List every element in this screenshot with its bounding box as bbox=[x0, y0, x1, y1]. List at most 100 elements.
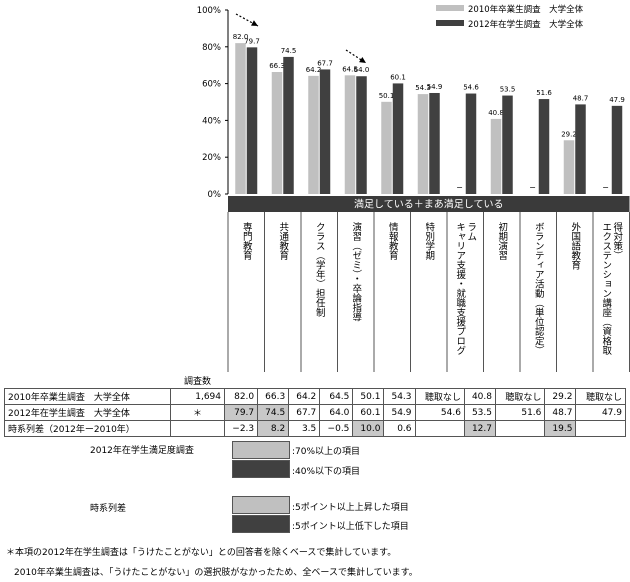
table-cell: 47.9 bbox=[575, 404, 626, 421]
table-cell: 51.6 bbox=[494, 404, 546, 421]
data-label: 64.2 bbox=[306, 66, 322, 74]
swatch-40-below bbox=[232, 460, 290, 478]
bar-2012 bbox=[429, 92, 440, 194]
data-label: 47.9 bbox=[609, 96, 625, 104]
legend-label: 2010年卒業生調査 大学全体 bbox=[468, 4, 584, 15]
category-label: 専門教育 bbox=[241, 221, 253, 261]
data-label: 60.1 bbox=[390, 73, 406, 81]
table-cell: 聴取なし bbox=[414, 388, 465, 405]
trend-arrow-head bbox=[251, 20, 258, 26]
y-tick-label: 20% bbox=[202, 153, 221, 163]
category-label: 初期演習 bbox=[496, 221, 508, 261]
data-label: 82.0 bbox=[233, 33, 249, 41]
bar-2012 bbox=[502, 95, 513, 194]
table-cell: 67.7 bbox=[288, 404, 321, 421]
table-cell: 48.7 bbox=[544, 404, 577, 421]
missing-mark: − bbox=[529, 183, 536, 192]
header-spacer bbox=[496, 373, 545, 389]
trend-arrow-head bbox=[359, 57, 366, 63]
category-label: 情報教育 bbox=[387, 221, 399, 261]
category-label: エクステンション講座（資格取 bbox=[600, 222, 612, 356]
legend-rise-5: :5ポイント以上上昇した項目 bbox=[292, 503, 409, 513]
bar-2012 bbox=[356, 76, 367, 194]
y-tick-label: 80% bbox=[202, 43, 221, 53]
legend-fall-5: :5ポイント以上低下した項目 bbox=[292, 522, 409, 532]
bar-2010 bbox=[381, 101, 392, 194]
bar-2010 bbox=[563, 140, 575, 194]
row-label: 2012年在学生調査 大学全体 bbox=[4, 404, 171, 421]
header-spacer bbox=[384, 373, 415, 389]
table-cell: 8.2 bbox=[257, 420, 290, 437]
y-tick-label: 40% bbox=[202, 116, 221, 126]
data-label: 53.5 bbox=[500, 86, 516, 94]
missing-mark: − bbox=[602, 183, 609, 192]
row-label: 2010年卒業生調査 大学全体 bbox=[4, 388, 171, 405]
bar-2012 bbox=[392, 83, 404, 194]
legend-label: 2012年在学生調査 大学全体 bbox=[468, 19, 584, 30]
y-tick-label: 60% bbox=[202, 80, 221, 90]
bar-2012 bbox=[611, 105, 623, 194]
y-tick-label: 100% bbox=[197, 6, 221, 16]
category-label: 外国語教育 bbox=[569, 221, 581, 270]
table-cell: 19.5 bbox=[544, 420, 577, 437]
data-label: 66.3 bbox=[269, 62, 285, 70]
table-cell: 60.1 bbox=[352, 404, 385, 421]
data-table: 調査数 2010年卒業生調査 大学全体 1,694 82.0 66.3 64.2 64.5 5… bbox=[4, 373, 626, 437]
legend-70-above: :70%以上の項目 bbox=[292, 447, 361, 457]
data-label: 40.8 bbox=[488, 109, 504, 117]
bar-2010 bbox=[344, 75, 356, 194]
header-spacer bbox=[258, 373, 289, 389]
data-label: 54.3 bbox=[415, 84, 431, 92]
table-cell: 3.5 bbox=[288, 420, 321, 437]
header-spacer bbox=[576, 373, 626, 389]
bar-2010 bbox=[235, 43, 246, 195]
bar-2012 bbox=[538, 99, 550, 194]
category-label: ボランティア活動（単位認定） bbox=[533, 222, 545, 355]
bar-2012 bbox=[283, 56, 294, 194]
table-cell: 12.7 bbox=[463, 420, 497, 437]
bar-2010 bbox=[271, 72, 283, 194]
category-label: 特別学期 bbox=[423, 221, 435, 261]
band-label: 満足している＋まあ満足している bbox=[354, 199, 503, 211]
category-label: ラム bbox=[465, 222, 477, 241]
table-cell: 0.6 bbox=[383, 420, 416, 437]
row-count: ＊ bbox=[170, 404, 225, 421]
table-cell: 10.0 bbox=[352, 420, 385, 437]
footnote-1: ＊本項の2012年在学生調査は「うけたことがない」との回答者を除くベースで集計し… bbox=[6, 548, 397, 558]
data-label: 79.7 bbox=[244, 37, 260, 45]
swatch-rise-5 bbox=[232, 496, 290, 514]
data-label: 54.6 bbox=[463, 84, 479, 92]
table-cell: 82.0 bbox=[223, 388, 259, 405]
header-spacer bbox=[464, 373, 495, 389]
header-spacer bbox=[225, 373, 258, 389]
table-row: 2012年在学生調査 大学全体＊ 79.7 74.5 67.7 64.0 60.1 54.9… bbox=[4, 404, 626, 421]
table-cell: −0.5 bbox=[319, 420, 354, 437]
header-spacer bbox=[320, 373, 353, 389]
data-label: 51.6 bbox=[536, 89, 552, 97]
data-label: 64.5 bbox=[342, 65, 358, 73]
table-cell: 54.9 bbox=[383, 404, 416, 421]
table-row: 時系列差（2012年ー2010年） −2.3 8.2 3.5 −0.5 10.0 0.6 12… bbox=[4, 420, 626, 437]
data-label: 48.7 bbox=[573, 94, 589, 102]
bar-2010 bbox=[417, 94, 429, 194]
missing-mark: − bbox=[456, 183, 463, 192]
table-cell bbox=[575, 420, 626, 437]
data-label: 50.1 bbox=[379, 92, 395, 100]
bar-2012 bbox=[575, 104, 586, 194]
row-count bbox=[170, 420, 225, 437]
table-cell: 74.5 bbox=[257, 404, 290, 421]
swatch-70-above bbox=[232, 441, 290, 459]
row-count: 1,694 bbox=[170, 388, 225, 405]
table-cell: 40.8 bbox=[463, 388, 497, 405]
header-spacer bbox=[415, 373, 464, 389]
swatch-fall-5 bbox=[232, 515, 290, 533]
row-label: 時系列差（2012年ー2010年） bbox=[4, 420, 171, 437]
table-cell: 29.2 bbox=[544, 388, 577, 405]
table-cell: 79.7 bbox=[223, 404, 259, 421]
bar-2010 bbox=[308, 75, 319, 194]
header-spacer bbox=[289, 373, 320, 389]
header-empty bbox=[5, 373, 171, 389]
table-header-row: 調査数 bbox=[5, 373, 626, 389]
header-spacer bbox=[545, 373, 576, 389]
satisfaction-band bbox=[228, 196, 630, 212]
